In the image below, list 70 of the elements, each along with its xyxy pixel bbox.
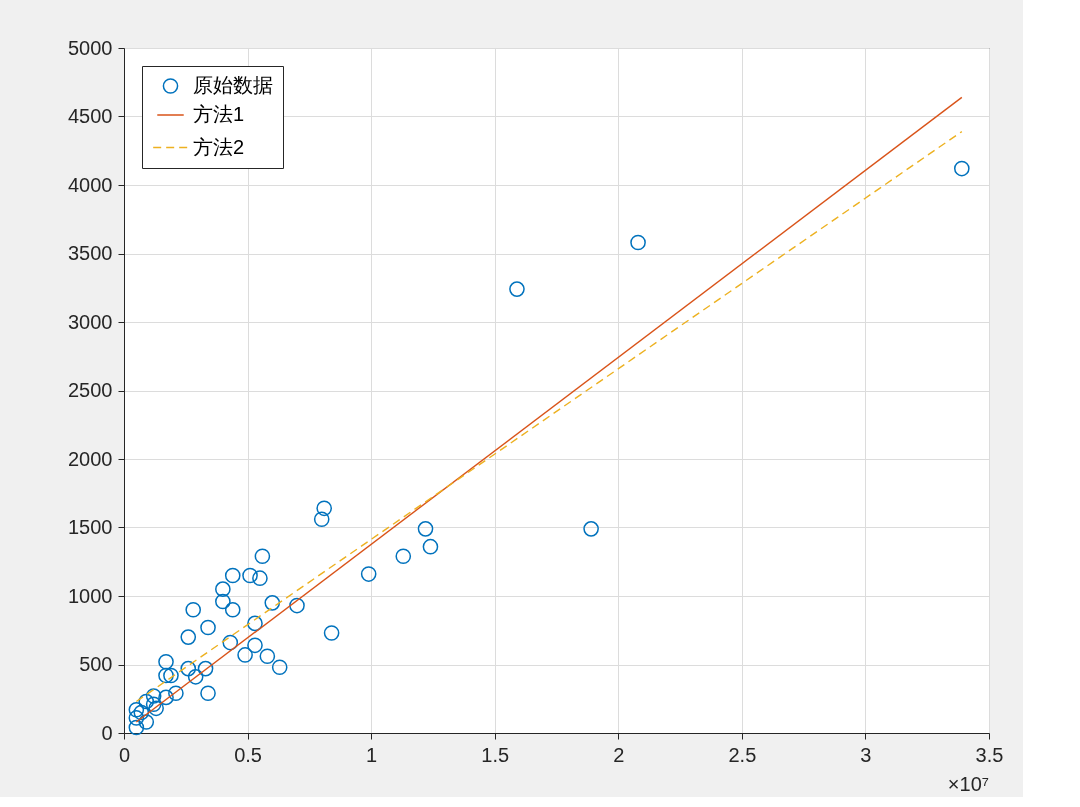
- point: [187, 669, 204, 685]
- y-tick-label: 0: [101, 721, 113, 744]
- x-tick-label: 1: [366, 743, 378, 766]
- x-tick-label: 1.5: [481, 743, 510, 766]
- point: [254, 548, 271, 565]
- x-tick-label: 3.5: [975, 743, 1004, 766]
- point: [313, 511, 330, 528]
- x-tick-label: 0: [118, 743, 131, 766]
- point: [271, 659, 288, 676]
- point: [630, 234, 646, 251]
- point: [215, 581, 231, 597]
- y-tick-label: 1000: [68, 584, 113, 607]
- y-tick-label: 4500: [68, 105, 113, 127]
- point: [509, 281, 525, 297]
- point: [128, 719, 145, 736]
- point: [148, 700, 164, 717]
- point: [180, 629, 197, 645]
- y-tick-label: 2500: [68, 379, 113, 401]
- y-tick-label: 3500: [68, 242, 113, 264]
- legend-label: 方法1: [193, 103, 245, 125]
- point: [168, 685, 184, 702]
- point: [180, 660, 197, 677]
- point: [316, 500, 333, 517]
- point: [259, 648, 276, 665]
- point: [185, 601, 202, 618]
- point: [158, 667, 174, 684]
- point: [158, 689, 174, 706]
- y-tick-label: 1500: [68, 516, 113, 538]
- y-tick-label: 4000: [68, 173, 113, 196]
- point: [224, 567, 241, 584]
- point: [422, 538, 439, 555]
- point: [395, 548, 412, 565]
- point: [323, 625, 340, 641]
- point: [145, 688, 162, 704]
- text: ×10⁷: [947, 773, 989, 795]
- point: [200, 619, 216, 636]
- point: [200, 685, 216, 702]
- x-tick-label: 0.5: [234, 743, 262, 766]
- point: [197, 660, 214, 677]
- point: [222, 634, 239, 651]
- point: [242, 567, 258, 584]
- point: [128, 701, 145, 718]
- point: [252, 570, 268, 586]
- y-tick-label: 500: [79, 653, 113, 675]
- point: [163, 667, 179, 684]
- x-tick-label: 2: [613, 743, 625, 766]
- point: [583, 521, 599, 537]
- point: [247, 637, 263, 654]
- point: [133, 704, 150, 721]
- point: [138, 693, 155, 710]
- x-tick-label: 2.5: [728, 743, 757, 766]
- point: [953, 160, 970, 177]
- legend-label: 方法2: [193, 135, 245, 158]
- point: [215, 593, 231, 610]
- point: [417, 521, 434, 537]
- y-tick-label: 3000: [68, 310, 113, 333]
- point: [360, 566, 377, 582]
- point: [247, 615, 263, 632]
- point: [237, 647, 253, 663]
- point: [158, 653, 174, 670]
- point: [224, 601, 241, 618]
- y-tick-label: 2000: [68, 447, 113, 470]
- x-tick-label: 3: [860, 743, 872, 766]
- point: [138, 714, 155, 730]
- y-tick-label: 5000: [68, 36, 113, 59]
- point: [289, 597, 305, 614]
- point: [264, 595, 281, 611]
- point: [145, 696, 162, 713]
- legend-label: 原始数据: [193, 74, 273, 96]
- point: [128, 710, 145, 726]
